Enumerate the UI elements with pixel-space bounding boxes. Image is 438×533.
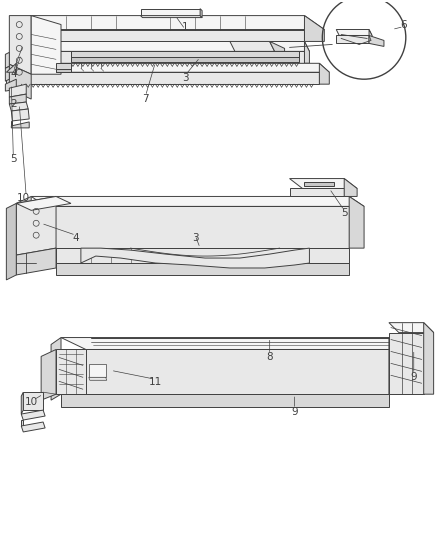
Polygon shape — [369, 29, 372, 43]
Polygon shape — [344, 179, 357, 197]
Polygon shape — [21, 392, 23, 414]
Polygon shape — [7, 72, 16, 84]
Polygon shape — [56, 263, 349, 275]
Polygon shape — [16, 197, 31, 255]
Polygon shape — [9, 102, 28, 111]
Polygon shape — [336, 29, 372, 36]
Text: 10: 10 — [25, 397, 38, 407]
Polygon shape — [61, 394, 389, 407]
Polygon shape — [11, 15, 31, 42]
Polygon shape — [5, 79, 16, 91]
Polygon shape — [7, 204, 16, 280]
Polygon shape — [61, 337, 414, 350]
Polygon shape — [9, 64, 31, 99]
Text: 8: 8 — [266, 352, 273, 362]
Text: 7: 7 — [142, 94, 149, 104]
Polygon shape — [304, 182, 334, 185]
Polygon shape — [7, 63, 16, 72]
Polygon shape — [31, 206, 349, 248]
Text: 4: 4 — [10, 69, 17, 79]
Text: 5: 5 — [341, 208, 347, 219]
Polygon shape — [23, 392, 43, 410]
Polygon shape — [319, 63, 329, 84]
Text: 11: 11 — [149, 377, 162, 387]
Polygon shape — [389, 333, 424, 394]
Polygon shape — [304, 15, 324, 42]
Polygon shape — [21, 422, 45, 432]
Polygon shape — [9, 84, 26, 97]
Polygon shape — [16, 197, 56, 255]
Polygon shape — [89, 365, 106, 377]
Polygon shape — [31, 29, 304, 42]
Text: 3: 3 — [192, 233, 198, 243]
Text: 2: 2 — [10, 99, 17, 109]
Polygon shape — [21, 420, 23, 426]
Polygon shape — [51, 337, 61, 400]
Polygon shape — [16, 63, 329, 72]
Polygon shape — [56, 69, 71, 72]
Polygon shape — [61, 350, 389, 394]
Polygon shape — [16, 197, 71, 211]
Text: 3: 3 — [182, 73, 188, 83]
Polygon shape — [56, 51, 304, 63]
Polygon shape — [230, 42, 275, 51]
Polygon shape — [304, 42, 309, 63]
Polygon shape — [389, 322, 434, 333]
Polygon shape — [5, 66, 9, 81]
Polygon shape — [349, 197, 364, 248]
Text: 1: 1 — [182, 21, 188, 31]
Polygon shape — [56, 350, 86, 394]
Polygon shape — [424, 322, 434, 394]
Polygon shape — [11, 122, 29, 128]
Polygon shape — [56, 248, 349, 263]
Polygon shape — [11, 109, 29, 121]
Polygon shape — [31, 15, 61, 74]
Polygon shape — [270, 42, 285, 51]
Polygon shape — [9, 94, 26, 104]
Polygon shape — [9, 15, 31, 74]
Polygon shape — [16, 72, 319, 84]
Polygon shape — [71, 58, 300, 62]
Text: 5: 5 — [10, 154, 17, 164]
Polygon shape — [71, 51, 300, 58]
Polygon shape — [31, 197, 364, 206]
Polygon shape — [336, 36, 369, 43]
Polygon shape — [89, 377, 107, 380]
Polygon shape — [200, 9, 202, 18]
Text: 10: 10 — [17, 193, 30, 204]
Polygon shape — [141, 9, 200, 15]
Polygon shape — [81, 248, 309, 268]
Polygon shape — [389, 337, 414, 394]
Polygon shape — [56, 63, 71, 72]
Polygon shape — [290, 179, 357, 189]
Polygon shape — [21, 410, 45, 420]
Polygon shape — [16, 248, 56, 275]
Polygon shape — [5, 52, 9, 68]
Text: 6: 6 — [400, 20, 407, 29]
Polygon shape — [369, 36, 384, 46]
Polygon shape — [11, 121, 12, 126]
Polygon shape — [56, 42, 309, 51]
Text: 9: 9 — [410, 372, 417, 382]
Polygon shape — [290, 189, 344, 197]
Polygon shape — [141, 15, 202, 18]
Polygon shape — [31, 15, 324, 29]
Text: 9: 9 — [291, 407, 298, 417]
Text: 4: 4 — [73, 233, 79, 243]
Polygon shape — [41, 350, 56, 400]
